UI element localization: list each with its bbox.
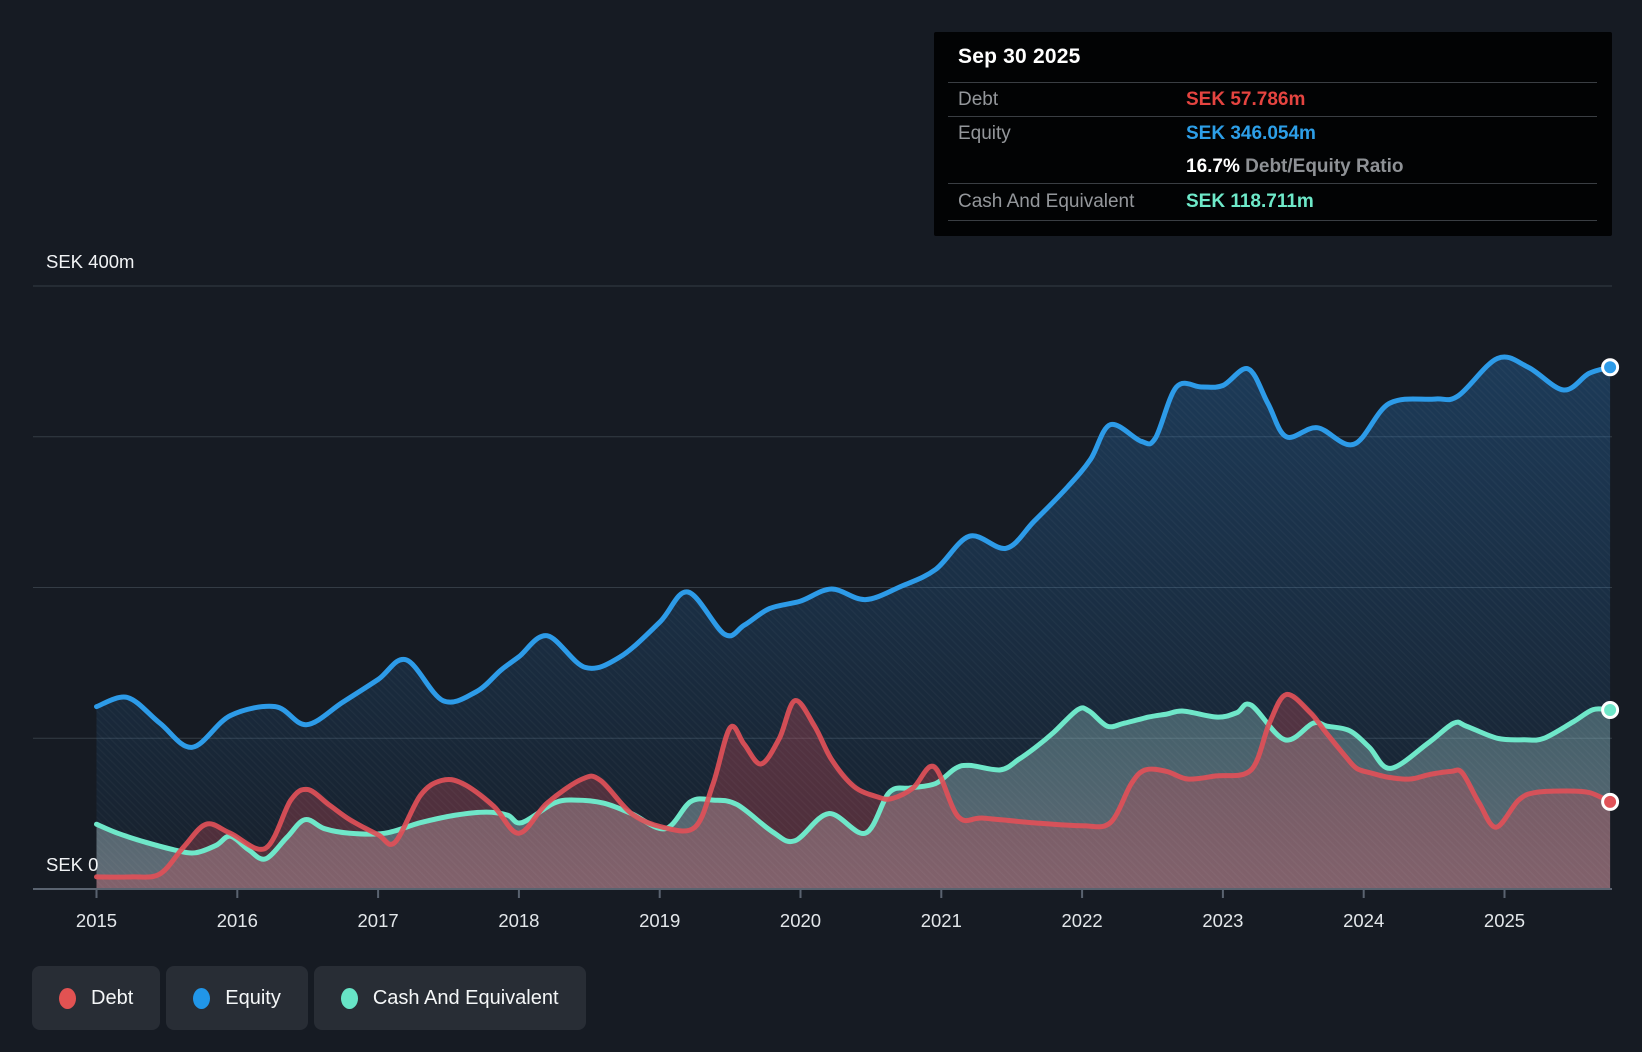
tooltip-cash-value: SEK 118.711m (1186, 191, 1314, 212)
x-axis-label-2018: 2018 (498, 910, 539, 931)
tooltip-date: Sep 30 2025 (958, 45, 1081, 68)
x-axis-label-2023: 2023 (1202, 910, 1243, 931)
tooltip-ratio-value: 16.7% (1186, 155, 1240, 177)
tooltip-divider (948, 116, 1597, 117)
legend-item-debt[interactable]: Debt (32, 966, 161, 1030)
y-axis-labels: SEK 400m SEK 0 (46, 251, 134, 875)
legend: Debt Equity Cash And Equivalent (32, 966, 586, 1030)
end-markers (1601, 358, 1620, 811)
x-axis: 2015 2016 2017 2018 2019 2020 2021 2022 2023 2024… (33, 888, 1612, 931)
tooltip-equity-value: SEK 346.054m (1186, 122, 1316, 144)
tooltip-row-equity: Equity SEK 346.054m (934, 117, 1612, 150)
tooltip-debt-value: SEK 57.786m (1186, 88, 1306, 110)
y-axis-label-0: SEK 0 (46, 854, 98, 875)
tooltip-row-cash: Cash And Equivalent SEK 118.711m (934, 184, 1612, 220)
x-axis-label-2019: 2019 (639, 910, 680, 931)
x-axis-label-2017: 2017 (358, 910, 399, 931)
x-axis-label-2022: 2022 (1062, 910, 1103, 931)
tooltip-row-debt: Debt SEK 57.786m (934, 83, 1612, 116)
tooltip-debt-label: Debt (958, 88, 999, 110)
legend-item-equity[interactable]: Equity (166, 966, 308, 1030)
tooltip-row-ratio: 16.7% Debt/Equity Ratio (934, 150, 1612, 183)
chart-tooltip: Sep 30 2025 Debt SEK 57.786m Equity SEK … (934, 32, 1612, 236)
tooltip-divider (948, 82, 1597, 83)
tooltip-divider (948, 220, 1597, 221)
series-lines (94, 354, 1613, 880)
legend-label: Debt (91, 986, 134, 1009)
x-axis-label-2015: 2015 (76, 910, 117, 931)
tooltip-divider (948, 183, 1597, 184)
x-axis-label-2020: 2020 (780, 910, 821, 931)
x-axis-label-2016: 2016 (217, 910, 258, 931)
y-axis-label-400: SEK 400m (46, 251, 134, 272)
tooltip-ratio-label: Debt/Equity Ratio (1245, 155, 1404, 177)
legend-item-cash[interactable]: Cash And Equivalent (313, 966, 586, 1030)
debt-legend-dot-icon (59, 987, 76, 1009)
tooltip-cash-label: Cash And Equivalent (958, 191, 1135, 212)
cash-end-marker[interactable] (1601, 701, 1620, 719)
equity-legend-dot-icon (193, 987, 211, 1009)
debt-end-marker[interactable] (1601, 792, 1620, 811)
legend-label: Equity (225, 986, 281, 1009)
equity-end-marker[interactable] (1601, 358, 1620, 377)
cash-legend-dot-icon (340, 987, 358, 1009)
x-axis-label-2024: 2024 (1343, 910, 1384, 931)
debt-line[interactable] (94, 691, 1613, 880)
tooltip-equity-label: Equity (958, 122, 1011, 144)
x-axis-label-2021: 2021 (921, 910, 962, 931)
equity-line[interactable] (94, 354, 1613, 750)
x-axis-label-2025: 2025 (1484, 910, 1525, 931)
legend-label: Cash And Equivalent (372, 986, 559, 1009)
